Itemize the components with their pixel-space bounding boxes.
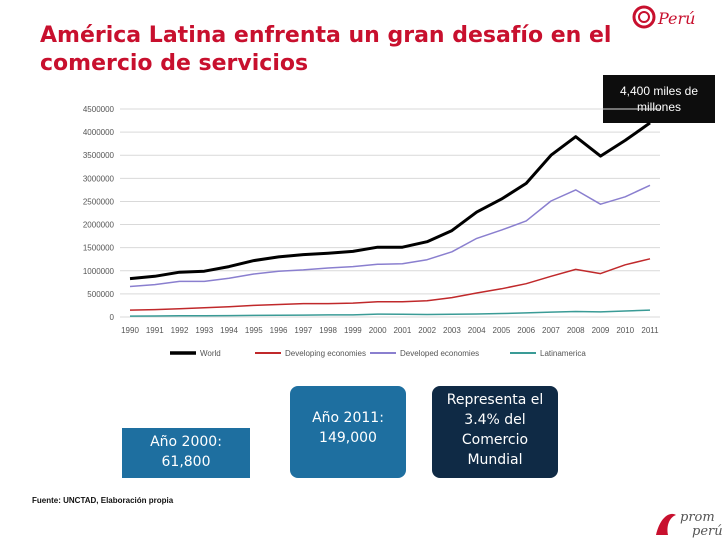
legend-label: World bbox=[200, 349, 221, 358]
x-tick-label: 1991 bbox=[146, 326, 164, 335]
promperu-text-1: prom bbox=[680, 510, 715, 525]
box-world-share: Representa el 3.4% del Comercio Mundial bbox=[432, 386, 558, 478]
promperu-text-2: perú bbox=[692, 524, 722, 539]
x-tick-label: 2011 bbox=[641, 326, 659, 335]
legend-label: Latinamerica bbox=[540, 349, 586, 358]
x-tick-label: 2001 bbox=[393, 326, 411, 335]
y-tick-label: 1000000 bbox=[83, 267, 115, 276]
services-trade-chart: 0 500000 1000000 1500000 2000000 2500000 30000… bbox=[83, 105, 660, 358]
promperu-logo: prom perú bbox=[656, 510, 722, 539]
x-tick-label: 1997 bbox=[294, 326, 312, 335]
y-axis-ticks: 0 500000 1000000 1500000 2000000 2500000 30000… bbox=[83, 105, 115, 322]
source-note: Fuente: UNCTAD, Elaboración propia bbox=[32, 496, 174, 505]
x-tick-label: 1992 bbox=[171, 326, 189, 335]
chart-legend: World Developing economies Developed econo… bbox=[170, 349, 586, 358]
x-tick-label: 1994 bbox=[220, 326, 238, 335]
box-year-2000: Año 2000: 61,800 bbox=[122, 428, 250, 478]
y-tick-label: 3500000 bbox=[83, 151, 115, 160]
x-tick-label: 1996 bbox=[270, 326, 288, 335]
peru-logo-text: Perú bbox=[657, 9, 695, 28]
callout-total: 4,400 miles de millones bbox=[603, 75, 715, 123]
y-tick-label: 0 bbox=[110, 313, 115, 322]
y-tick-label: 4500000 bbox=[83, 105, 115, 114]
chart-series bbox=[129, 121, 651, 317]
share-line-1: Representa el bbox=[446, 392, 544, 408]
y-tick-label: 500000 bbox=[87, 290, 114, 299]
series-line-developed-economies bbox=[129, 184, 651, 288]
series-line-developing-economies bbox=[129, 258, 651, 311]
y-tick-label: 3000000 bbox=[83, 174, 115, 183]
x-tick-label: 1998 bbox=[319, 326, 337, 335]
slide-title: América Latina enfrenta un gran desafío … bbox=[40, 22, 640, 78]
series-line-world bbox=[129, 121, 651, 281]
x-tick-label: 1990 bbox=[121, 326, 139, 335]
share-line-2: 3.4% del bbox=[464, 412, 526, 428]
share-line-4: Mundial bbox=[467, 452, 523, 468]
x-tick-label: 2010 bbox=[616, 326, 634, 335]
share-line-3: Comercio bbox=[461, 432, 529, 448]
x-tick-label: 2003 bbox=[443, 326, 461, 335]
x-tick-label: 2009 bbox=[592, 326, 610, 335]
title-line-1: América Latina enfrenta un gran desafío … bbox=[40, 23, 612, 48]
x-tick-label: 2002 bbox=[418, 326, 436, 335]
x-tick-label: 2008 bbox=[567, 326, 585, 335]
box-2011-label: Año 2011: bbox=[312, 410, 384, 426]
x-tick-label: 2004 bbox=[468, 326, 486, 335]
x-tick-label: 1993 bbox=[195, 326, 213, 335]
x-tick-label: 2000 bbox=[369, 326, 387, 335]
y-tick-label: 2500000 bbox=[83, 197, 115, 206]
x-tick-label: 1999 bbox=[344, 326, 362, 335]
x-tick-label: 2007 bbox=[542, 326, 560, 335]
y-tick-label: 4000000 bbox=[83, 128, 115, 137]
x-tick-label: 1995 bbox=[245, 326, 263, 335]
legend-label: Developed economies bbox=[400, 349, 479, 358]
box-2000-label: Año 2000: bbox=[150, 434, 222, 450]
legend-label: Developing economies bbox=[285, 349, 366, 358]
box-2011-value: 149,000 bbox=[319, 430, 377, 446]
x-tick-label: 2005 bbox=[493, 326, 511, 335]
y-tick-label: 1500000 bbox=[83, 244, 115, 253]
series-line-latinamerica bbox=[129, 309, 651, 317]
box-year-2011: Año 2011: 149,000 bbox=[290, 386, 406, 478]
box-2000-value: 61,800 bbox=[161, 454, 211, 470]
title-line-2: comercio de servicios bbox=[40, 51, 309, 76]
peru-logo: Perú bbox=[632, 5, 695, 29]
x-tick-label: 2006 bbox=[517, 326, 535, 335]
y-tick-label: 2000000 bbox=[83, 221, 115, 230]
promperu-swirl-icon bbox=[656, 513, 676, 535]
x-axis-ticks: 1990 1991 1992 1993 1994 1995 1996 1997 1998 1999… bbox=[121, 326, 659, 335]
peru-logo-swirl-icon bbox=[632, 5, 656, 29]
